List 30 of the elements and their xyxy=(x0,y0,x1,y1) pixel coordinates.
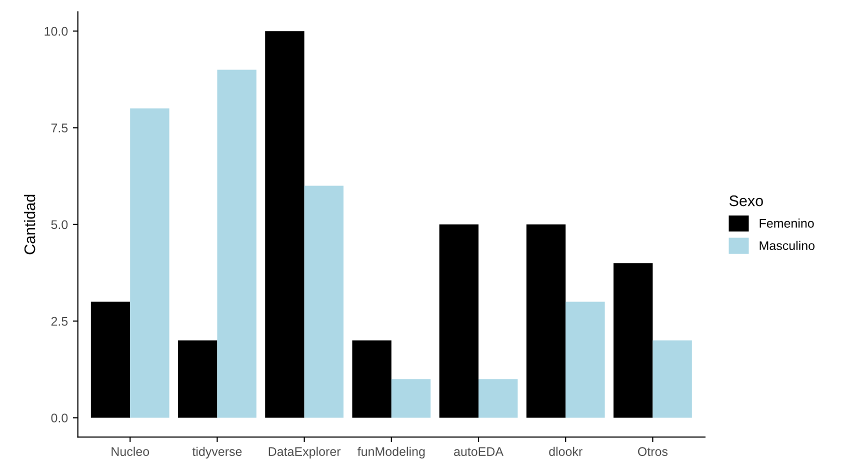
legend-title: Sexo xyxy=(729,195,763,206)
bar xyxy=(391,379,431,418)
x-tick-label: dlookr xyxy=(549,446,582,456)
legend-label: Femenino xyxy=(760,218,814,228)
bar xyxy=(217,70,256,418)
bar xyxy=(178,340,218,418)
x-tick-label: funModeling xyxy=(358,446,425,458)
x-tick-label: Otros xyxy=(638,447,668,456)
y-tick-label: 2.5 xyxy=(51,316,68,326)
x-tick-label: tidyverse xyxy=(192,446,242,458)
x-tick-label: autoEDA xyxy=(454,447,504,456)
bar xyxy=(90,302,130,418)
x-tick-label: DataExplorer xyxy=(268,446,341,458)
y-axis-title: Cantidad xyxy=(24,194,36,254)
bar xyxy=(130,108,170,418)
bar xyxy=(352,340,392,418)
bar xyxy=(439,224,479,418)
legend-label: Masculino xyxy=(760,240,815,250)
bar xyxy=(614,263,653,418)
bar xyxy=(265,31,304,418)
y-tick-label: 5.0 xyxy=(51,220,68,230)
y-tick-label: 7.5 xyxy=(51,124,68,132)
bar xyxy=(304,186,344,418)
y-tick-label: 0.0 xyxy=(51,414,68,422)
x-tick-label: Nucleo xyxy=(112,446,150,456)
bar xyxy=(478,379,518,418)
bar xyxy=(652,340,692,418)
bar xyxy=(526,224,566,418)
y-tick-label: 10.0 xyxy=(44,26,68,36)
bar xyxy=(566,302,605,418)
